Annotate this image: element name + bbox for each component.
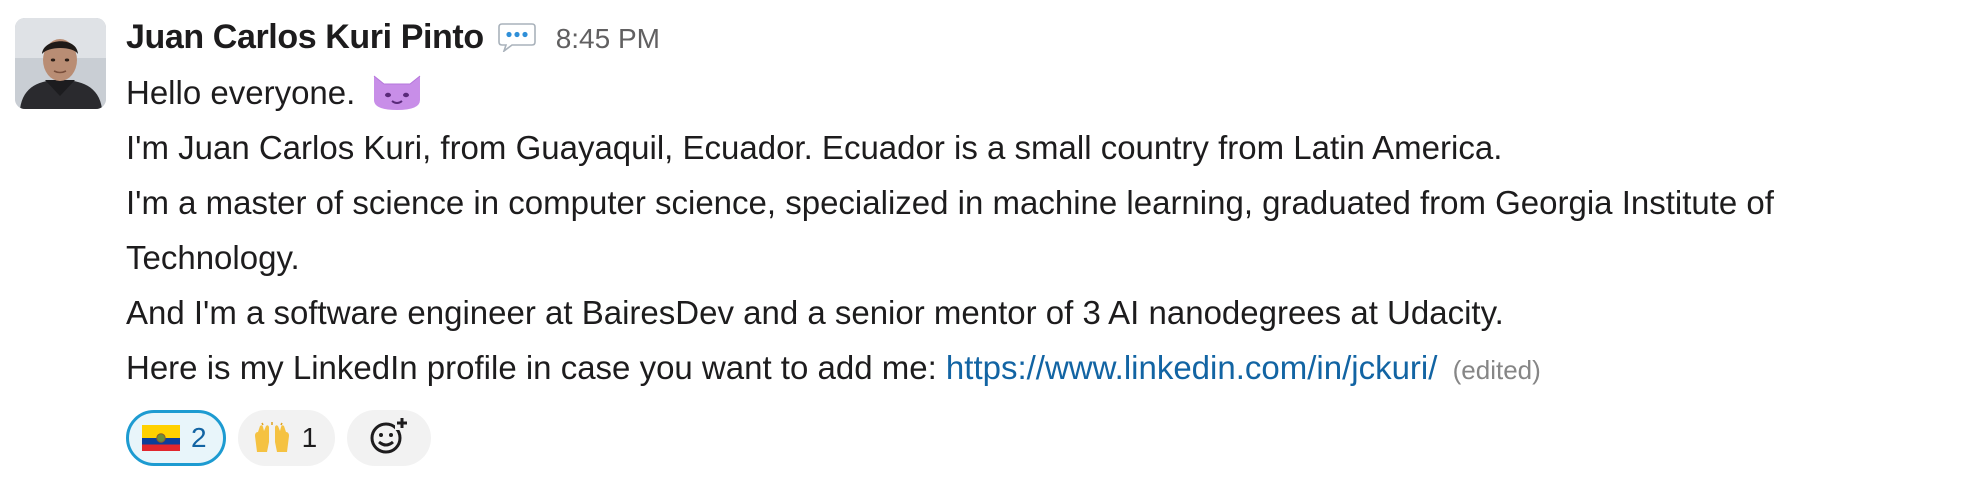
message-line: I'm a master of science in computer scie… — [126, 184, 1774, 221]
edited-label: (edited) — [1452, 355, 1541, 385]
linkedin-link[interactable]: https://www.linkedin.com/in/jckuri/ — [945, 349, 1438, 386]
reaction-count: 2 — [191, 422, 207, 453]
raising-hands-icon — [252, 422, 292, 454]
message-line: I'm Juan Carlos Kuri, from Guayaquil, Ec… — [126, 129, 1503, 166]
add-reaction-icon — [369, 415, 410, 461]
reaction-count: 1 — [301, 422, 318, 453]
message-text: Here is my LinkedIn profile in case you … — [126, 349, 946, 386]
author-name[interactable]: Juan Carlos Kuri Pinto — [126, 17, 484, 56]
message-line: Technology. — [126, 239, 300, 276]
message-header: Juan Carlos Kuri Pinto 8:45 PM — [126, 12, 1966, 62]
message-body: Hello everyone. I'm Juan Carlos Kuri, fr… — [126, 65, 1966, 398]
reactions-bar: 2 1 — [126, 410, 1966, 466]
message-line: And I'm a software engineer at BairesDev… — [126, 294, 1504, 331]
avatar[interactable] — [15, 18, 106, 109]
message-line: Here is my LinkedIn profile in case you … — [126, 340, 1966, 398]
message-text: Hello everyone. — [126, 74, 356, 111]
purple-cat-face-icon — [370, 70, 424, 112]
timestamp[interactable]: 8:45 PM — [555, 23, 660, 54]
ecuador-flag-icon — [141, 422, 181, 454]
add-reaction-button[interactable] — [347, 410, 432, 466]
message-line: Hello everyone. — [126, 65, 1966, 120]
message-content: Juan Carlos Kuri Pinto 8:45 PM Hello eve… — [126, 12, 1966, 466]
speech-bubble-icon[interactable] — [497, 22, 536, 54]
reaction-raising-hands[interactable]: 1 — [237, 410, 336, 466]
reaction-ecuador-flag[interactable]: 2 — [126, 410, 226, 466]
avatar-image — [15, 18, 106, 109]
